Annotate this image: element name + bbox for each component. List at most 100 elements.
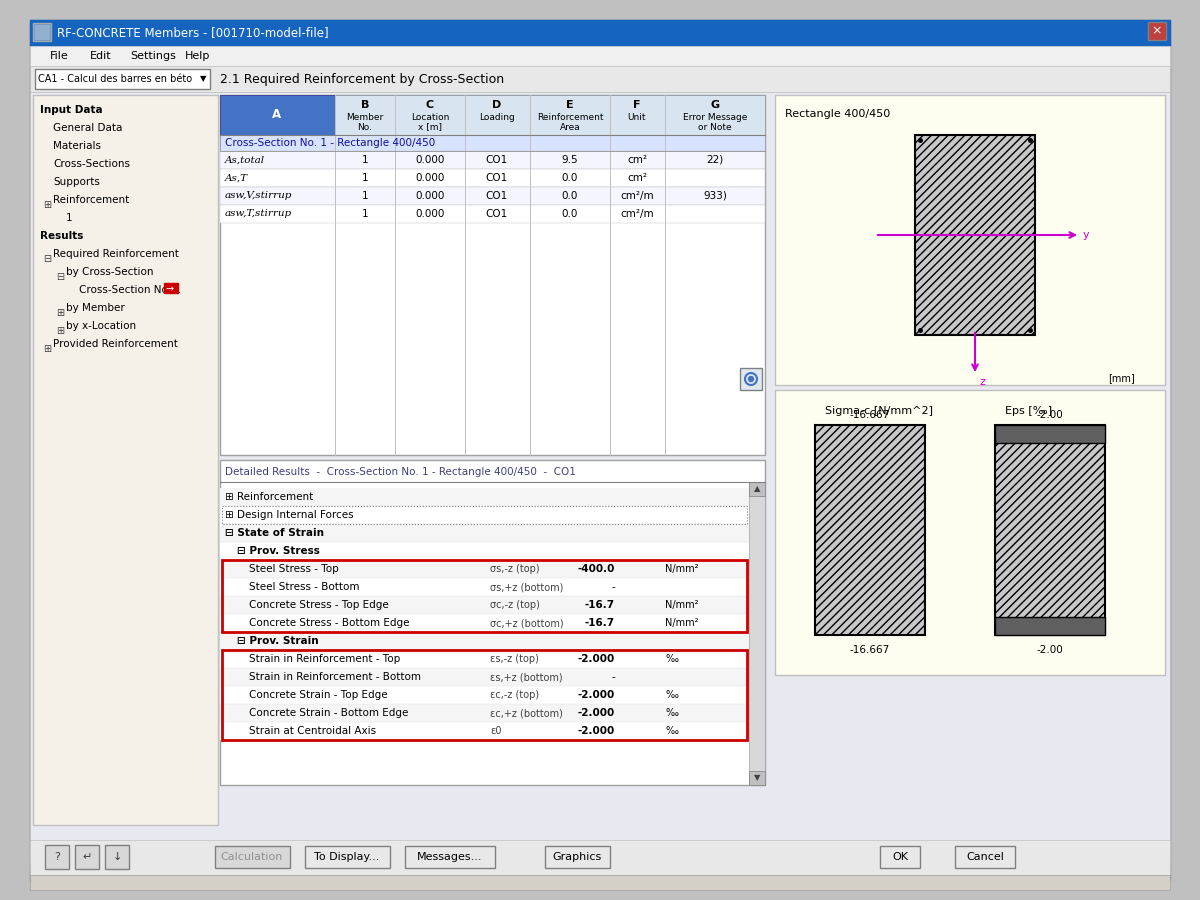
Text: G: G: [710, 100, 720, 110]
Text: As,T: As,T: [226, 174, 248, 183]
Text: by Member: by Member: [66, 303, 125, 313]
Bar: [30, 875, 1170, 890]
Bar: [220, 95, 335, 135]
Bar: [335, 95, 395, 135]
Text: No.: No.: [358, 122, 372, 131]
Bar: [749, 482, 766, 785]
Bar: [466, 95, 530, 135]
Bar: [220, 135, 766, 151]
Text: [mm]: [mm]: [1109, 373, 1135, 383]
Text: 1: 1: [361, 191, 368, 201]
Text: σs,+z (bottom): σs,+z (bottom): [490, 582, 563, 592]
Text: asw,T,stirrup: asw,T,stirrup: [226, 210, 292, 219]
Bar: [610, 95, 665, 135]
Text: Strain at Centroidal Axis: Strain at Centroidal Axis: [250, 726, 376, 736]
Text: ‰: ‰: [665, 726, 678, 736]
Text: ×: ×: [1152, 24, 1163, 38]
Text: -2.000: -2.000: [577, 690, 616, 700]
Text: Concrete Stress - Top Edge: Concrete Stress - Top Edge: [250, 600, 389, 610]
Text: -16.667: -16.667: [850, 645, 890, 655]
Circle shape: [749, 376, 754, 382]
Bar: [916, 135, 1034, 335]
Text: Area: Area: [559, 122, 581, 131]
Text: Provided Reinforcement: Provided Reinforcement: [53, 339, 178, 349]
Text: Steel Stress - Bottom: Steel Stress - Bottom: [250, 582, 360, 592]
Text: N/mm²: N/mm²: [665, 600, 698, 610]
Text: Graphics: Graphics: [552, 852, 601, 862]
Text: -: -: [611, 672, 616, 682]
Text: z: z: [980, 377, 986, 387]
Text: 1: 1: [361, 209, 368, 219]
Text: 0.000: 0.000: [415, 191, 445, 201]
Bar: [220, 205, 766, 223]
Text: OK: OK: [892, 852, 908, 862]
Text: -2.00: -2.00: [1037, 410, 1063, 420]
Text: N/mm²: N/mm²: [665, 618, 698, 628]
Text: ⊞ Reinforcement: ⊞ Reinforcement: [226, 492, 313, 502]
Bar: [220, 668, 749, 686]
Text: Cross-Sections: Cross-Sections: [53, 159, 130, 169]
Text: ‰: ‰: [665, 654, 678, 664]
Text: Cancel: Cancel: [966, 852, 1004, 862]
Bar: [46, 845, 70, 869]
Text: -16.7: -16.7: [584, 618, 616, 628]
Text: -: -: [611, 582, 616, 592]
Text: 1: 1: [361, 173, 368, 183]
Bar: [215, 846, 290, 868]
Text: CO1: CO1: [486, 191, 508, 201]
Bar: [220, 578, 749, 596]
Text: C: C: [426, 100, 434, 110]
Bar: [220, 632, 749, 650]
Text: by x-Location: by x-Location: [66, 321, 136, 331]
Bar: [775, 95, 1165, 385]
Text: To Display...: To Display...: [314, 852, 379, 862]
Text: Location: Location: [410, 112, 449, 122]
Text: 0.0: 0.0: [562, 191, 578, 201]
Text: ⊞: ⊞: [43, 344, 52, 354]
Text: Rectangle 400/450: Rectangle 400/450: [785, 109, 890, 119]
Text: σc,-z (top): σc,-z (top): [490, 600, 540, 610]
Text: ‰: ‰: [665, 690, 678, 700]
Bar: [30, 46, 1170, 66]
Text: CA1 - Calcul des barres en béto: CA1 - Calcul des barres en béto: [38, 74, 192, 84]
Text: -2.00: -2.00: [1037, 645, 1063, 655]
Text: or Note: or Note: [698, 122, 732, 131]
Bar: [220, 506, 749, 524]
Bar: [220, 614, 749, 632]
Bar: [406, 846, 496, 868]
Text: ε0: ε0: [490, 726, 502, 736]
Bar: [545, 846, 610, 868]
Text: ⊟ Prov. Stress: ⊟ Prov. Stress: [238, 546, 320, 556]
Text: Unit: Unit: [628, 112, 647, 122]
Text: ▲: ▲: [754, 484, 761, 493]
Text: Concrete Strain - Bottom Edge: Concrete Strain - Bottom Edge: [250, 708, 408, 718]
Text: ▼: ▼: [754, 773, 761, 782]
Text: Steel Stress - Top: Steel Stress - Top: [250, 564, 338, 574]
Bar: [30, 840, 1170, 875]
Bar: [222, 560, 746, 632]
Text: -2.000: -2.000: [577, 654, 616, 664]
Text: cm²/m: cm²/m: [620, 209, 654, 219]
Text: ⊞: ⊞: [43, 200, 52, 210]
Bar: [305, 846, 390, 868]
Text: σc,+z (bottom): σc,+z (bottom): [490, 618, 564, 628]
Text: 9.5: 9.5: [562, 155, 578, 165]
Bar: [665, 95, 766, 135]
Text: Settings: Settings: [130, 51, 176, 61]
Bar: [220, 704, 749, 722]
Bar: [34, 23, 50, 41]
Bar: [220, 722, 749, 740]
Text: Cross-Section No. 1: Cross-Section No. 1: [79, 285, 181, 295]
Text: 0.000: 0.000: [415, 155, 445, 165]
Text: Help: Help: [185, 51, 210, 61]
Bar: [222, 506, 746, 524]
Bar: [220, 95, 766, 455]
Text: CO1: CO1: [486, 155, 508, 165]
Bar: [880, 846, 920, 868]
Text: -2.000: -2.000: [577, 726, 616, 736]
Bar: [222, 650, 746, 740]
Text: cm²: cm²: [628, 173, 647, 183]
Text: E: E: [566, 100, 574, 110]
Text: Reinforcement: Reinforcement: [536, 112, 604, 122]
Bar: [164, 283, 178, 293]
